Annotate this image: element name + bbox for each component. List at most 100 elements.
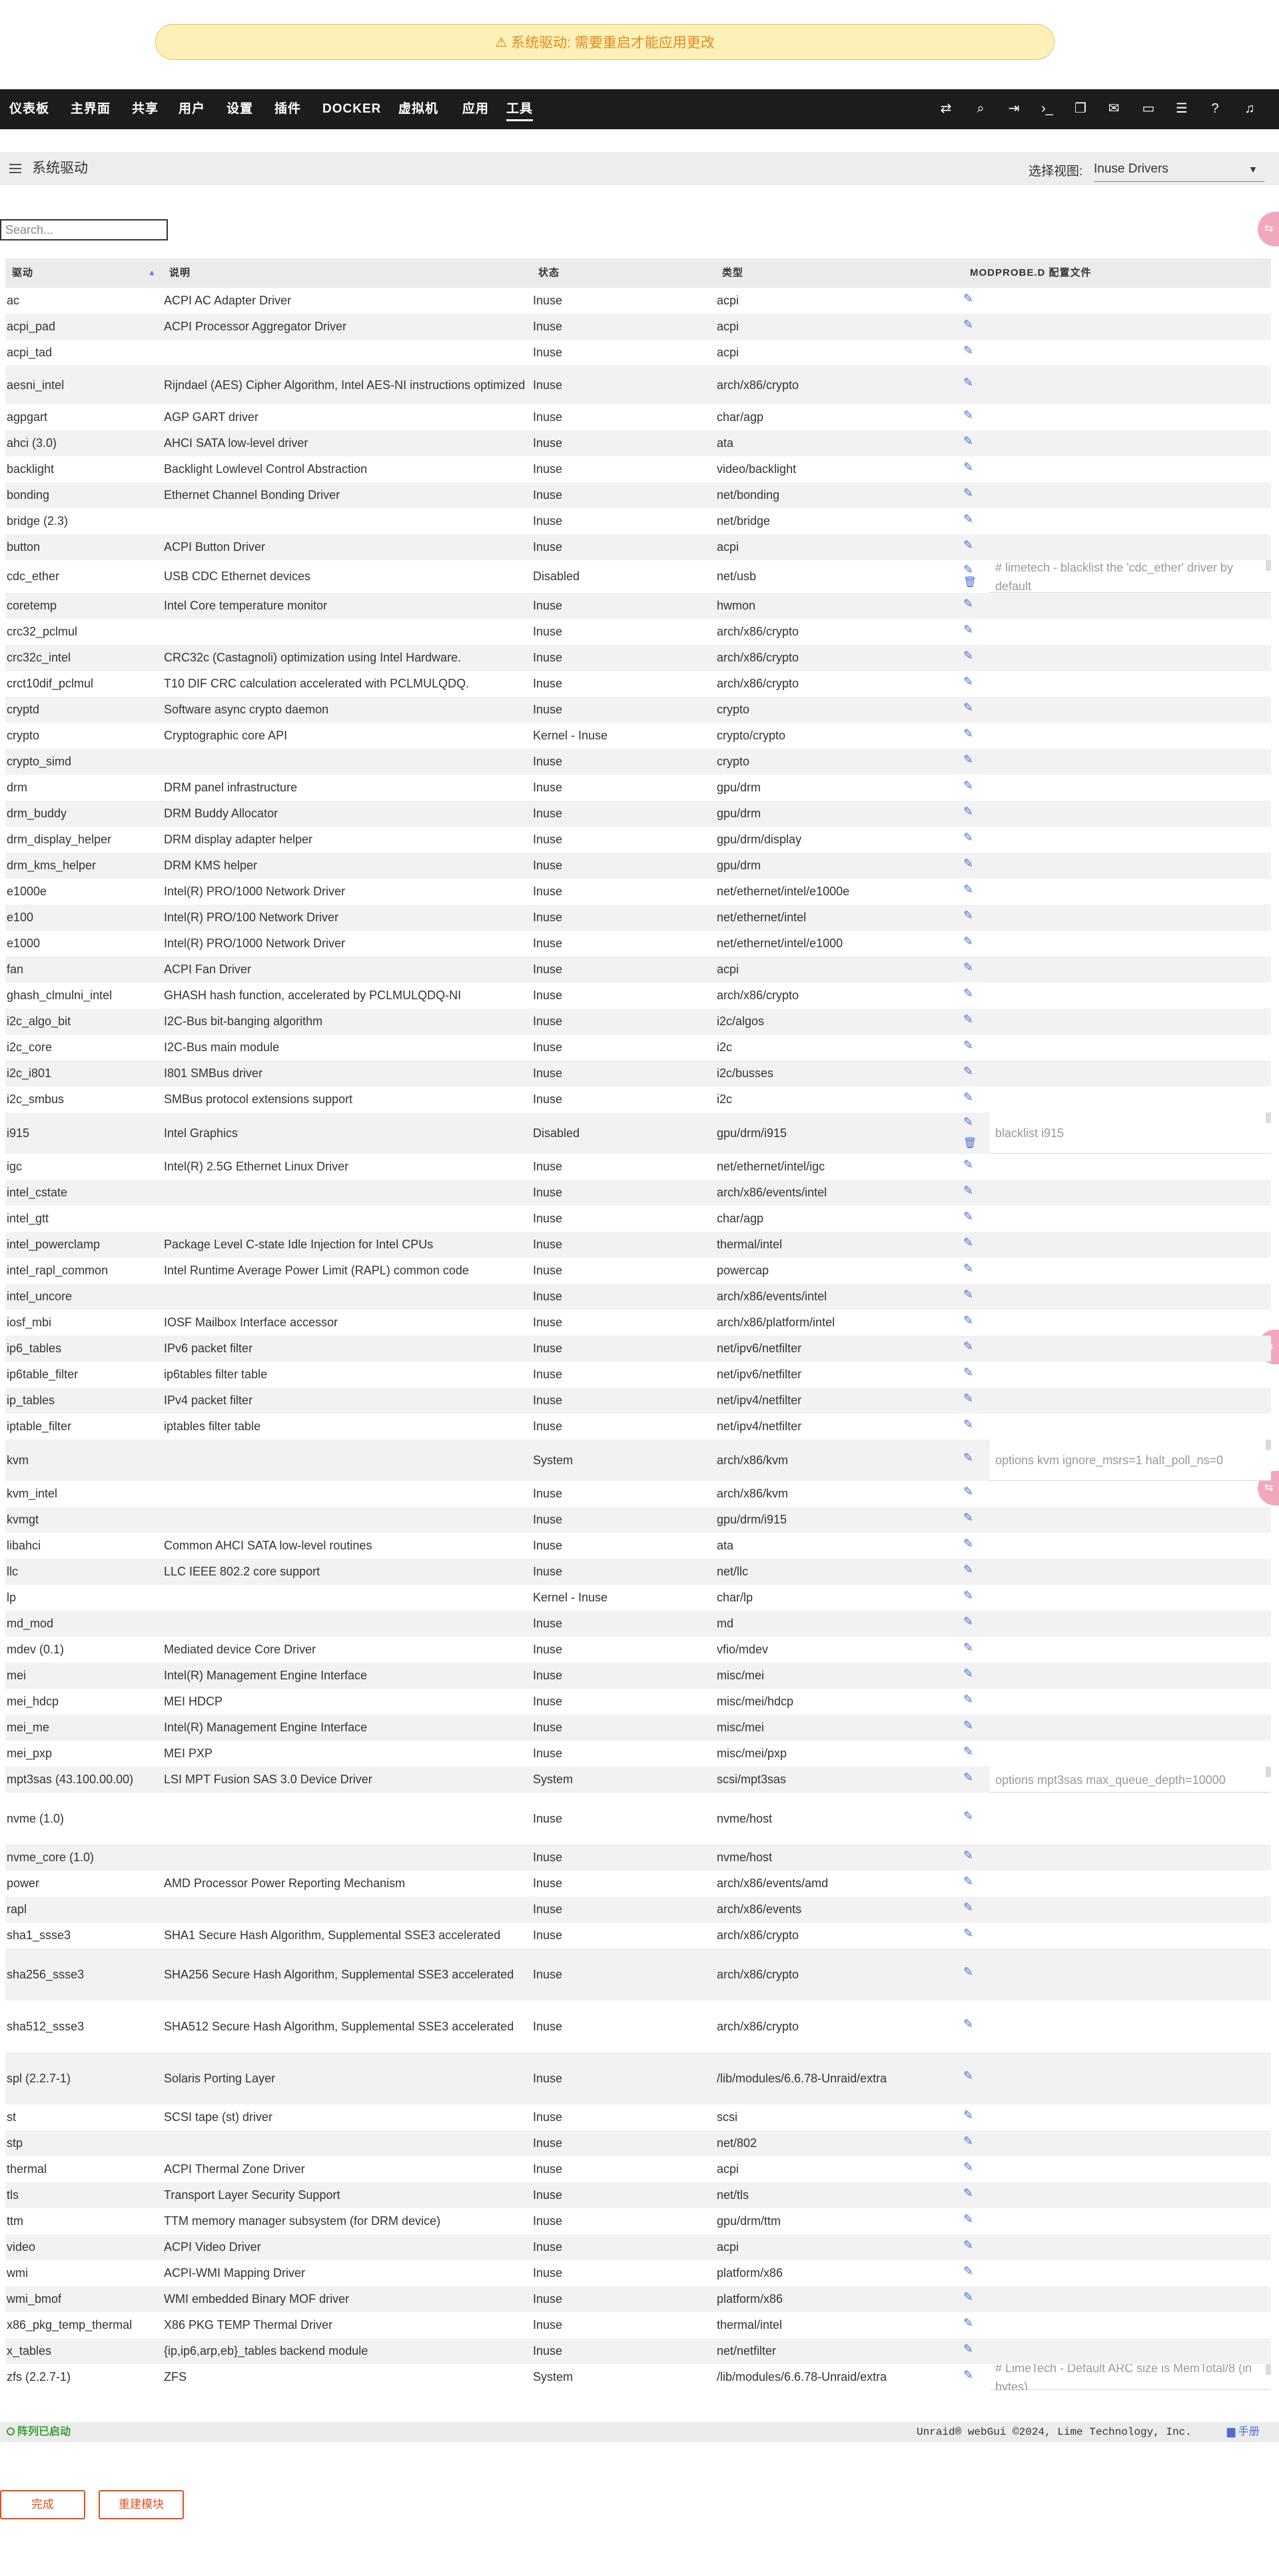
trash-icon[interactable]: 🗑 bbox=[963, 1138, 977, 1149]
edit-icon[interactable]: ✎ bbox=[963, 1064, 974, 1078]
edit-icon[interactable]: ✎ bbox=[963, 778, 974, 792]
header-desc[interactable]: 说明 bbox=[169, 267, 191, 278]
feedback-icon[interactable]: ⇄ bbox=[940, 101, 952, 116]
edit-icon[interactable]: ✎ bbox=[963, 343, 974, 357]
menu-item-5[interactable]: 插件 bbox=[274, 102, 302, 116]
edit-icon[interactable]: ✎ bbox=[963, 1692, 974, 1706]
config-textarea[interactable] bbox=[990, 1112, 1271, 1154]
menu-item-8[interactable]: 应用 bbox=[462, 102, 490, 116]
edit-icon[interactable]: ✎ bbox=[963, 1417, 974, 1431]
edit-icon[interactable]: ✎ bbox=[963, 648, 974, 662]
edit-icon[interactable]: ✎ bbox=[963, 882, 974, 896]
menu-item-1[interactable]: 主界面 bbox=[71, 102, 111, 116]
edit-icon[interactable]: ✎ bbox=[963, 1157, 974, 1171]
trash-icon[interactable]: 🗑 bbox=[963, 577, 977, 588]
edit-icon[interactable]: ✎ bbox=[963, 1484, 974, 1498]
edit-icon[interactable]: ✎ bbox=[963, 1090, 974, 1104]
menu-item-4[interactable]: 设置 bbox=[226, 102, 254, 116]
menu-item-6[interactable]: DOCKER bbox=[322, 102, 382, 116]
edit-icon[interactable]: ✎ bbox=[963, 2264, 974, 2278]
edit-icon[interactable]: ✎ bbox=[963, 317, 974, 331]
side-translate-tab[interactable]: ⇆ bbox=[1258, 212, 1279, 246]
edit-icon[interactable]: ✎ bbox=[963, 1900, 974, 1914]
menu-item-7[interactable]: 虚拟机 bbox=[398, 102, 439, 116]
edit-icon[interactable]: ✎ bbox=[963, 1261, 974, 1275]
edit-icon[interactable]: ✎ bbox=[963, 934, 974, 948]
edit-icon[interactable]: ✎ bbox=[963, 1965, 974, 1978]
edit-icon[interactable]: ✎ bbox=[963, 512, 974, 526]
edit-icon[interactable]: ✎ bbox=[963, 1744, 974, 1758]
edit-icon[interactable]: ✎ bbox=[963, 830, 974, 844]
menu-item-3[interactable]: 用户 bbox=[179, 102, 206, 116]
edit-icon[interactable]: ✎ bbox=[963, 2367, 974, 2381]
edit-icon[interactable]: ✎ bbox=[963, 2069, 974, 2082]
edit-icon[interactable]: ✎ bbox=[963, 1848, 974, 1862]
edit-icon[interactable]: ✎ bbox=[963, 596, 974, 610]
config-textarea[interactable] bbox=[990, 1440, 1271, 1481]
bell-icon[interactable]: ♫ bbox=[1244, 101, 1255, 116]
config-textarea[interactable] bbox=[990, 560, 1271, 593]
edit-icon[interactable]: ✎ bbox=[963, 2342, 974, 2356]
edit-icon[interactable]: ✎ bbox=[963, 2186, 974, 2200]
edit-icon[interactable]: ✎ bbox=[963, 674, 974, 688]
edit-icon[interactable]: ✎ bbox=[963, 2134, 974, 2148]
edit-icon[interactable]: ✎ bbox=[963, 2316, 974, 2330]
display-icon[interactable]: ▭ bbox=[1142, 101, 1155, 116]
copy-icon[interactable]: ❐ bbox=[1074, 101, 1086, 116]
edit-icon[interactable]: ✎ bbox=[963, 986, 974, 1000]
edit-icon[interactable]: ✎ bbox=[963, 563, 974, 576]
edit-icon[interactable]: ✎ bbox=[963, 1588, 974, 1602]
search-icon[interactable]: ⌕ bbox=[977, 101, 985, 116]
notes-icon[interactable]: ✉ bbox=[1108, 101, 1120, 116]
edit-icon[interactable]: ✎ bbox=[963, 1536, 974, 1550]
header-driver[interactable]: 驱动 bbox=[12, 267, 34, 278]
edit-icon[interactable]: ✎ bbox=[963, 2017, 974, 2030]
edit-icon[interactable]: ✎ bbox=[963, 1313, 974, 1327]
edit-icon[interactable]: ✎ bbox=[963, 1451, 974, 1464]
config-scrollbar[interactable] bbox=[1266, 2364, 1271, 2375]
edit-icon[interactable]: ✎ bbox=[963, 1038, 974, 1052]
edit-icon[interactable]: ✎ bbox=[963, 1339, 974, 1353]
edit-icon[interactable]: ✎ bbox=[963, 700, 974, 714]
edit-icon[interactable]: ✎ bbox=[963, 1614, 974, 1628]
edit-icon[interactable]: ✎ bbox=[963, 1115, 974, 1128]
help-icon[interactable]: ? bbox=[1211, 101, 1219, 116]
rebuild-modules-button[interactable]: 重建模块 bbox=[99, 2490, 184, 2519]
edit-icon[interactable]: ✎ bbox=[963, 622, 974, 636]
view-select[interactable]: Inuse Drivers ▼ bbox=[1094, 157, 1264, 182]
config-scrollbar[interactable] bbox=[1266, 560, 1271, 571]
header-type[interactable]: 类型 bbox=[722, 267, 744, 278]
edit-icon[interactable]: ✎ bbox=[963, 1666, 974, 1680]
search-input[interactable] bbox=[0, 219, 168, 240]
menu-item-0[interactable]: 仪表板 bbox=[9, 102, 50, 116]
edit-icon[interactable]: ✎ bbox=[963, 1235, 974, 1249]
config-scrollbar[interactable] bbox=[1266, 1440, 1271, 1450]
edit-icon[interactable]: ✎ bbox=[963, 538, 974, 552]
edit-icon[interactable]: ✎ bbox=[963, 486, 974, 500]
edit-icon[interactable]: ✎ bbox=[963, 752, 974, 766]
edit-icon[interactable]: ✎ bbox=[963, 856, 974, 870]
edit-icon[interactable]: ✎ bbox=[963, 960, 974, 974]
config-textarea[interactable] bbox=[990, 1767, 1271, 1793]
edit-icon[interactable]: ✎ bbox=[963, 908, 974, 922]
menu-item-2[interactable]: 共享 bbox=[132, 102, 159, 116]
edit-icon[interactable]: ✎ bbox=[963, 1926, 974, 1940]
config-textarea[interactable] bbox=[990, 2364, 1271, 2390]
edit-icon[interactable]: ✎ bbox=[963, 1183, 974, 1197]
edit-icon[interactable]: ✎ bbox=[963, 376, 974, 389]
terminal-icon[interactable]: ›_ bbox=[1041, 101, 1053, 116]
edit-icon[interactable]: ✎ bbox=[963, 2108, 974, 2122]
header-config[interactable]: MODPROBE.D 配置文件 bbox=[970, 267, 1092, 278]
menu-item-9[interactable]: 工具 bbox=[506, 89, 534, 129]
edit-icon[interactable]: ✎ bbox=[963, 460, 974, 474]
edit-icon[interactable]: ✎ bbox=[963, 1510, 974, 1524]
edit-icon[interactable]: ✎ bbox=[963, 1012, 974, 1026]
edit-icon[interactable]: ✎ bbox=[963, 2290, 974, 2304]
edit-icon[interactable]: ✎ bbox=[963, 408, 974, 422]
edit-icon[interactable]: ✎ bbox=[963, 804, 974, 818]
edit-icon[interactable]: ✎ bbox=[963, 1365, 974, 1379]
logout-icon[interactable]: ⇥ bbox=[1008, 101, 1020, 116]
edit-icon[interactable]: ✎ bbox=[963, 2212, 974, 2226]
edit-icon[interactable]: ✎ bbox=[963, 1562, 974, 1576]
config-scrollbar[interactable] bbox=[1266, 1767, 1271, 1777]
